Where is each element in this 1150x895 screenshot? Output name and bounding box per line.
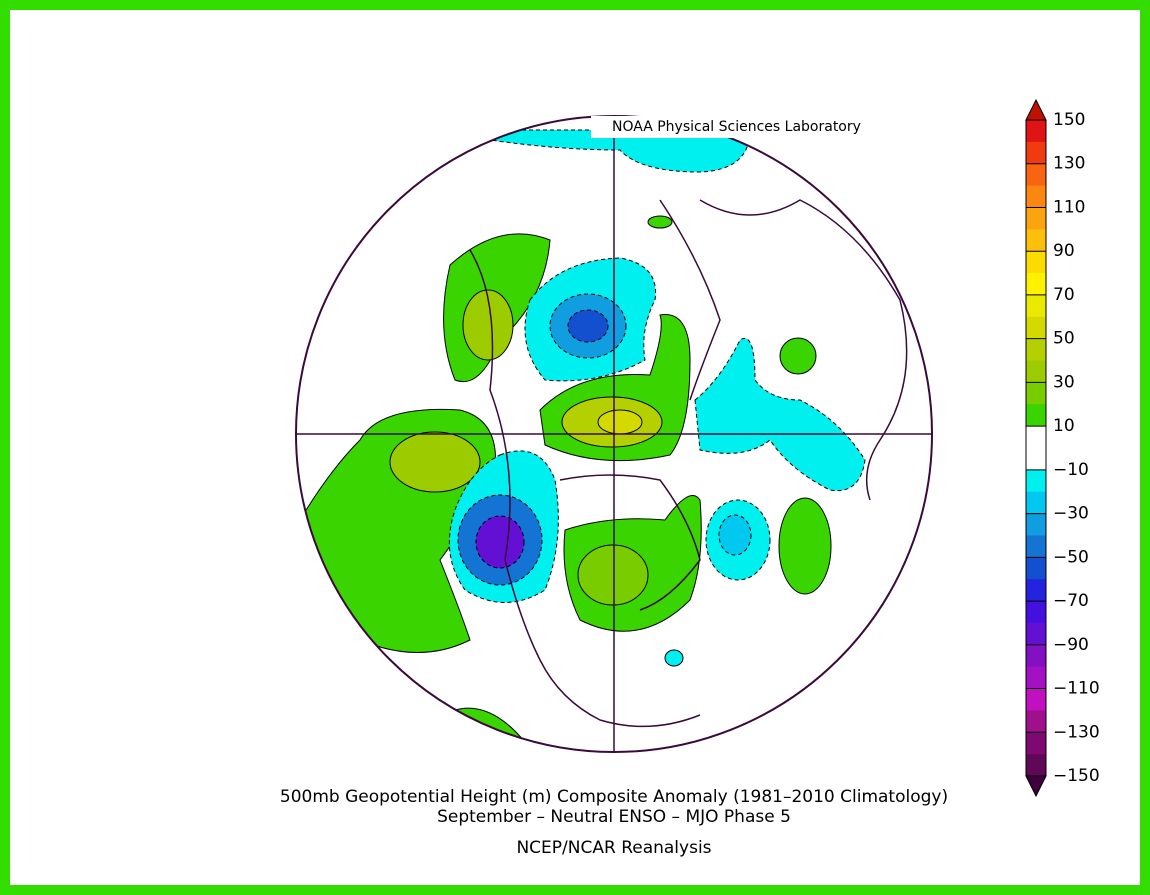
colorbar-segment — [1026, 120, 1046, 143]
colorbar-segment — [1026, 185, 1046, 208]
colorbar-tick-label: 110 — [1053, 197, 1085, 217]
positive-region — [778, 497, 832, 595]
colorbar-segment — [1026, 360, 1046, 383]
colorbar-tick-label: 10 — [1053, 416, 1075, 436]
colorbar-tick-label: −110 — [1053, 679, 1100, 699]
colorbar-tick-label: 130 — [1053, 154, 1085, 174]
colorbar-segment — [1026, 666, 1046, 690]
subtitle: September – Neutral ENSO – MJO Phase 5 — [437, 807, 791, 827]
colorbar-segment — [1026, 469, 1046, 493]
negative-region — [664, 649, 684, 667]
colorbar-tick-label: −70 — [1053, 591, 1089, 611]
colorbar-tick-label: −150 — [1053, 766, 1100, 786]
positive-region — [779, 337, 817, 375]
colorbar-tick-label: 70 — [1053, 285, 1075, 305]
colorbar-segment — [1026, 251, 1046, 274]
colorbar-segment — [1026, 622, 1046, 646]
colorbar-segment — [1026, 491, 1046, 515]
colorbar-tick-label: −10 — [1053, 460, 1089, 480]
colorbar-segment — [1026, 316, 1046, 340]
colorbar-segment — [1026, 644, 1046, 668]
colorbar-segment — [1026, 141, 1046, 165]
colorbar-segment — [1026, 601, 1046, 624]
colorbar-segment — [1026, 404, 1046, 427]
colorbar-tick-label: 90 — [1053, 241, 1075, 261]
colorbar-segment — [1026, 382, 1046, 405]
negative-region — [567, 309, 609, 343]
negative-region — [718, 514, 752, 556]
colorbar-tick-label: −90 — [1053, 635, 1089, 655]
colorbar-segment — [1026, 426, 1046, 449]
map — [296, 116, 932, 752]
positive-region — [577, 544, 649, 606]
colorbar-segment — [1026, 448, 1046, 471]
colorbar-segment — [1026, 754, 1046, 777]
colorbar-segment — [1026, 229, 1046, 252]
colorbar-segment — [1026, 732, 1046, 755]
title: 500mb Geopotential Height (m) Composite … — [280, 787, 948, 807]
negative-region — [694, 337, 866, 492]
colorbar-tick-label: 30 — [1053, 372, 1075, 392]
positive-region — [462, 289, 514, 361]
colorbar-segment — [1026, 579, 1046, 602]
colorbar-segment — [1026, 273, 1046, 296]
colorbar-segment — [1026, 535, 1046, 558]
negative-region — [475, 515, 525, 569]
colorbar-segment — [1026, 163, 1046, 187]
colorbar-tick-label: 150 — [1053, 110, 1085, 130]
colorbar-segment — [1026, 338, 1046, 362]
positive-region — [647, 215, 673, 229]
credit-box — [591, 116, 931, 138]
colorbar-segment — [1026, 513, 1046, 536]
positive-region — [597, 409, 643, 435]
negative-region — [478, 129, 751, 173]
colorbar-segment — [1026, 710, 1046, 733]
colorbar-tick-label: −130 — [1053, 722, 1100, 742]
positive-region — [389, 431, 481, 493]
credit: NOAA Physical Sciences Laboratory — [612, 119, 861, 135]
colorbar-segment — [1026, 557, 1046, 580]
colorbar-segment — [1026, 294, 1046, 318]
colorbar-segment — [1026, 688, 1046, 711]
colorbar: 150 130 110 90 70 50 30 10 −10 −30 −50 −70 −90 −110 −1… — [1025, 98, 1100, 798]
colorbar-tick-label: −30 — [1053, 504, 1089, 524]
colorbar-tick-label: −50 — [1053, 547, 1089, 567]
coastlines — [469, 199, 908, 728]
colorbar-tick-label: 50 — [1053, 329, 1075, 349]
colorbar-segment — [1026, 207, 1046, 230]
source: NCEP/NCAR Reanalysis — [516, 838, 711, 858]
